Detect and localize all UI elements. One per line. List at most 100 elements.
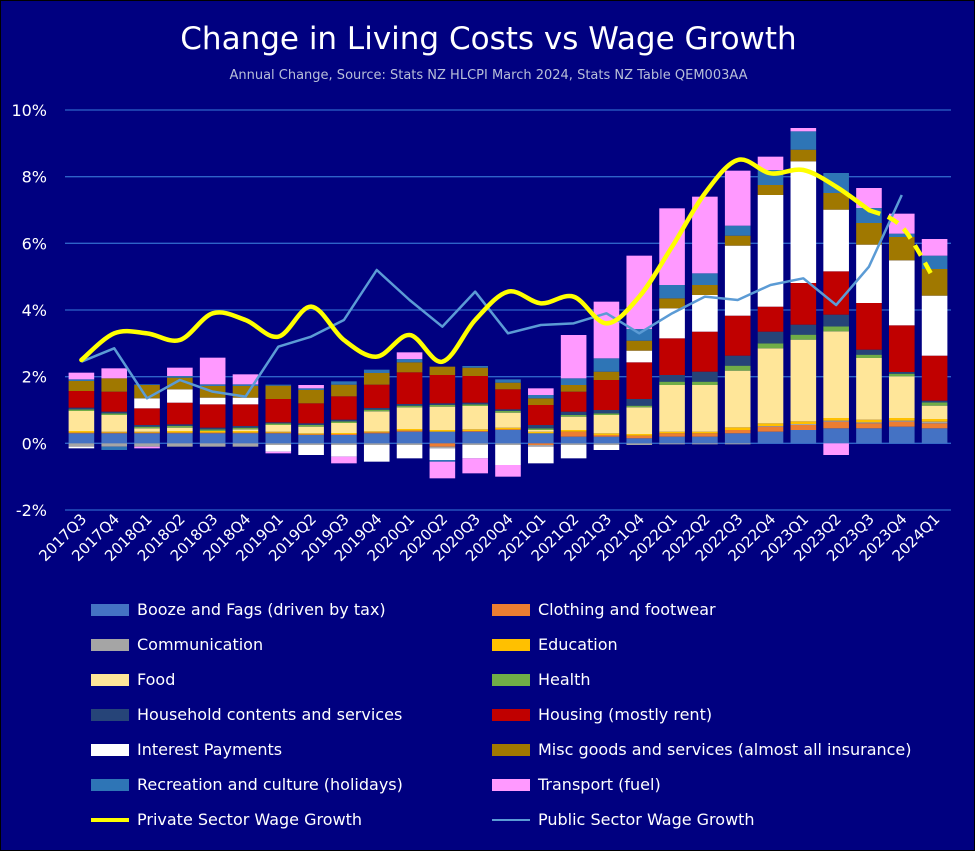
bar-segment [659, 433, 685, 437]
bar-segment [363, 443, 390, 445]
bar-segment [167, 402, 193, 425]
bar-segment [462, 402, 488, 405]
bar-segment [199, 397, 226, 405]
bar-segment [396, 359, 423, 363]
bar-segment [331, 445, 357, 457]
legend-label: Health [538, 670, 591, 689]
bar-segment [495, 443, 521, 445]
bar-segment [396, 445, 423, 459]
legend-label: Public Sector Wage Growth [538, 810, 755, 829]
bar-segment [626, 329, 653, 341]
legend-label: Household contents and services [137, 705, 403, 724]
bar-segment [232, 426, 259, 428]
bar-segment [560, 335, 587, 379]
bar-segment [593, 380, 620, 410]
bar-segment [692, 381, 718, 385]
bar-segment [167, 424, 193, 426]
bar-segment [199, 432, 226, 434]
bar-segment [265, 433, 292, 444]
bar-segment [331, 419, 357, 422]
bar-segment [68, 381, 95, 391]
bar-segment [757, 343, 784, 349]
bar-segment [921, 239, 948, 256]
bar-segment [298, 443, 324, 445]
bar-segment [528, 433, 554, 444]
bar-segment [790, 421, 817, 424]
bar-segment [429, 443, 456, 447]
bar-segment [888, 325, 915, 372]
legend-swatch [91, 817, 129, 822]
legend-item: Communication [91, 635, 263, 654]
bar-segment [495, 427, 521, 430]
legend-item: Private Sector Wage Growth [91, 810, 362, 829]
chart-subtitle: Annual Change, Source: Stats NZ HLCPI Ma… [229, 68, 748, 83]
bar-segment [593, 445, 620, 450]
bar-segment [790, 161, 817, 283]
bar-segment [560, 436, 587, 444]
bar-segment [626, 407, 653, 434]
bar-segment [757, 331, 784, 344]
bar-segment [724, 443, 751, 445]
bar-segment [331, 396, 357, 420]
bar-segment [363, 373, 390, 385]
bar-segment [724, 170, 751, 226]
bar-segment [232, 386, 259, 398]
y-tick-label: 0% [22, 434, 47, 453]
bar-segment [528, 388, 554, 395]
bar-segment [823, 421, 849, 429]
bar-segment [232, 397, 259, 405]
bar-segment [790, 149, 817, 162]
private-sector-wage-line-projection [867, 207, 937, 282]
bar-segment [692, 443, 718, 445]
bar-segment [888, 233, 915, 237]
bar-segment [856, 223, 882, 245]
bar-segment [692, 371, 718, 382]
bar-segment [659, 436, 685, 444]
bar-segment [495, 379, 521, 383]
bar-segment [68, 407, 95, 410]
bar-segment [363, 369, 390, 373]
bar-segment [757, 431, 784, 444]
bar-segment [724, 370, 751, 428]
bar-segment [429, 406, 456, 430]
bar-segment [396, 405, 423, 408]
bar-segment [396, 404, 423, 406]
bar-segment [888, 260, 915, 326]
bar-segment [495, 430, 521, 444]
bar-segment [101, 433, 128, 444]
bar-segment [888, 426, 915, 444]
public-sector-wage-line [80, 194, 903, 400]
bar-segment [528, 425, 554, 429]
bar-segment [724, 235, 751, 246]
bar-segment [298, 403, 324, 424]
bar-segment [265, 399, 292, 423]
bar-segment [298, 423, 324, 425]
y-tick-label: 6% [22, 234, 47, 253]
bar-segment [692, 285, 718, 295]
bar-segment [68, 433, 95, 444]
bar-segment [757, 348, 784, 424]
legend-swatch [91, 673, 129, 686]
bar-segment [593, 436, 620, 444]
bar-segment [429, 461, 456, 479]
bar-segment [429, 446, 456, 449]
legend-label: Recreation and culture (holidays) [137, 775, 403, 794]
bar-segment [232, 404, 259, 426]
bar-segment [495, 445, 521, 465]
bar-segment [790, 424, 817, 425]
bar-segment [790, 334, 817, 340]
bar-segment [724, 433, 751, 444]
legend-swatch [492, 603, 530, 616]
bar-segment [331, 434, 357, 435]
legend-item: Booze and Fags (driven by tax) [91, 600, 386, 619]
bar-segment [790, 324, 817, 335]
bar-segment [331, 435, 357, 444]
bar-segment [265, 445, 292, 452]
bar-segment [528, 431, 554, 434]
bar-segment [167, 426, 193, 428]
legend-swatch [91, 743, 129, 756]
bar-segment [495, 382, 521, 390]
bar-segment [724, 225, 751, 236]
bar-segment [495, 389, 521, 410]
bar-segment [134, 425, 160, 427]
